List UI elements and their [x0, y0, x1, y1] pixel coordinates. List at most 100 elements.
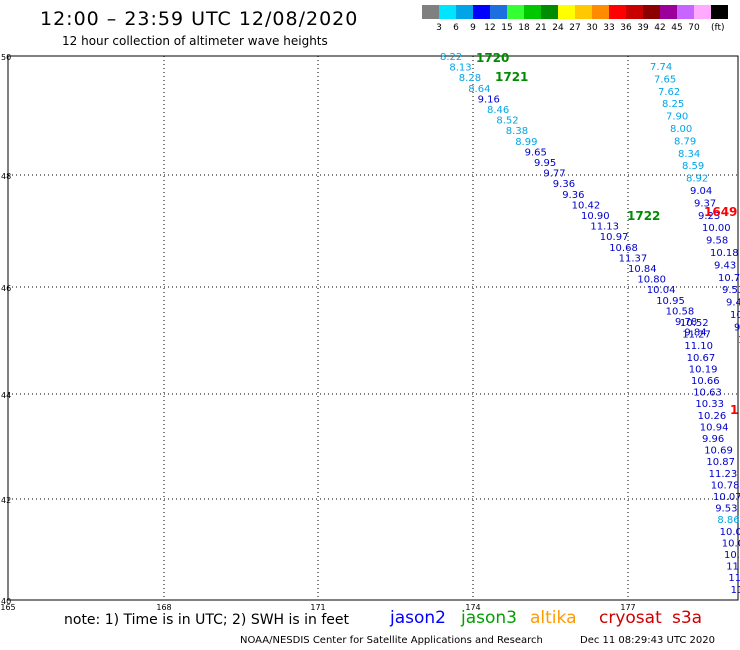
latitude-tick-label: 50: [1, 53, 11, 62]
track-pass-label: 1: [730, 403, 738, 417]
track-a-wave-value: 10.58: [666, 306, 695, 317]
track-b-wave-value: 7.90: [666, 112, 688, 123]
longitude-tick-label: 165: [0, 603, 15, 612]
legend-tick-label: 12: [484, 23, 496, 33]
track-a-wave-value: 9.95: [534, 158, 556, 169]
track-a-wave-value: 10.97: [600, 232, 629, 243]
track-b-wave-value: 8.79: [674, 136, 696, 147]
track-c-wave-value: 9.96: [702, 434, 724, 445]
track-a-wave-value: 10.68: [609, 243, 638, 254]
track-b-wave-value: 9.04: [690, 186, 712, 197]
track-b-wave-value: 8.59: [682, 161, 704, 172]
legend-tick-label: 36: [620, 23, 632, 33]
track-a-wave-value: 9.77: [543, 169, 565, 180]
legend-tick-label: 18: [518, 23, 530, 33]
legend-unit-label: (ft): [711, 23, 725, 33]
track-pass-label: 1720: [476, 51, 509, 65]
track-b-wave-value: 10.73: [718, 273, 740, 284]
legend-tick-label: 27: [569, 23, 581, 33]
track-a-wave-value: 9.78: [675, 317, 697, 328]
latitude-tick-label: 46: [1, 284, 11, 293]
track-a-wave-value: 8.46: [487, 105, 509, 116]
track-c-wave-value: 10.19: [689, 364, 718, 375]
longitude-tick-label: 177: [620, 603, 635, 612]
legend-tick-label: 30: [586, 23, 598, 33]
legend-swatch: [711, 5, 728, 19]
legend-swatch: [473, 5, 490, 19]
track-c-wave-value: 10.94: [700, 422, 729, 433]
satellite-cryosat-label: cryosat: [599, 608, 662, 628]
legend-swatch: [694, 5, 711, 19]
satellite-jason3-label: jason3: [461, 608, 517, 628]
legend-tick-label: 33: [603, 23, 615, 33]
legend-tick-label: 15: [501, 23, 513, 33]
track-pass-label: 1722: [627, 209, 660, 223]
track-a-wave-value: 10.04: [647, 285, 676, 296]
track-a-wave-value: 8.52: [496, 116, 518, 127]
legend-swatch: [524, 5, 541, 19]
legend-swatch: [439, 5, 456, 19]
legend-swatch: [609, 5, 626, 19]
legend-tick-label: 21: [535, 23, 547, 33]
legend-tick-label: 24: [552, 23, 564, 33]
legend-swatch: [456, 5, 473, 19]
longitude-tick-label: 168: [156, 603, 171, 612]
track-c-wave-value: 10.67: [687, 353, 716, 364]
track-a-wave-value: 8.99: [515, 137, 537, 148]
track-a-wave-value: 8.13: [449, 63, 471, 74]
track-c-wave-value: 9.53: [715, 504, 737, 515]
track-b-wave-value: 8.00: [670, 124, 692, 135]
track-b-wave-value: 8.25: [662, 99, 684, 110]
legend-swatch: [490, 5, 507, 19]
track-a-wave-value: 9.16: [478, 94, 500, 105]
track-c-wave-value: 8.86: [717, 515, 739, 526]
track-b-wave-value: 10.18: [710, 248, 739, 259]
track-a-wave-value: 9.84: [684, 328, 706, 339]
satellite-jason2-label: jason2: [390, 608, 446, 628]
latitude-tick-label: 48: [1, 172, 11, 181]
track-c-wave-value: 11.35: [728, 573, 740, 584]
map-note: note: 1) Time is in UTC; 2) SWH is in fe…: [64, 612, 350, 628]
footer-timestamp: Dec 11 08:29:43 UTC 2020: [580, 635, 715, 646]
track-b-wave-value: 9.42: [726, 298, 740, 309]
legend-swatch: [626, 5, 643, 19]
track-pass-label: 1649: [704, 205, 737, 219]
legend-tick-label: 3: [436, 23, 442, 33]
track-c-wave-value: 10.66: [691, 376, 720, 387]
track-c-wave-value: 11.10: [684, 341, 713, 352]
legend-swatch: [575, 5, 592, 19]
legend-swatch: [592, 5, 609, 19]
track-b-wave-value: 9.58: [706, 236, 728, 247]
track-c-wave-value: 10.78: [711, 480, 740, 491]
track-c-wave-value: 10.63: [693, 388, 722, 399]
track-c-wave-value: 11.79: [726, 562, 740, 573]
track-a-wave-value: 10.80: [637, 275, 666, 286]
track-b-wave-value: 9.62: [734, 322, 740, 333]
track-b-wave-value: 9.53: [722, 285, 740, 296]
track-c-wave-value: 10.05: [722, 538, 740, 549]
latitude-tick-label: 44: [1, 391, 11, 400]
legend-swatch: [507, 5, 524, 19]
longitude-tick-label: 174: [465, 603, 480, 612]
legend-swatch: [558, 5, 575, 19]
track-a-wave-value: 9.36: [553, 179, 575, 190]
track-c-wave-value: 10.07: [724, 550, 740, 561]
legend-swatch: [422, 5, 439, 19]
longitude-tick-label: 171: [310, 603, 325, 612]
track-b-wave-value: 9.23: [698, 211, 720, 222]
track-c-wave-value: 11.27: [682, 330, 711, 341]
track-a-wave-value: 9.36: [562, 190, 584, 201]
track-b-wave-value: 7.65: [654, 74, 676, 85]
track-c-wave-value: 10.33: [695, 399, 724, 410]
legend-tick-label: 9: [470, 23, 476, 33]
satellite-s3a-label: s3a: [672, 608, 703, 628]
track-c-wave-value: 11.23: [709, 469, 738, 480]
track-a-wave-value: 8.28: [459, 73, 481, 84]
track-b-wave-value: 10.51: [738, 335, 740, 346]
footer-credit: NOAA/NESDIS Center for Satellite Applica…: [240, 635, 543, 646]
track-b-wave-value: 8.34: [678, 149, 700, 160]
track-b-wave-value: 10.00: [702, 223, 731, 234]
map-frame: [7, 55, 739, 601]
